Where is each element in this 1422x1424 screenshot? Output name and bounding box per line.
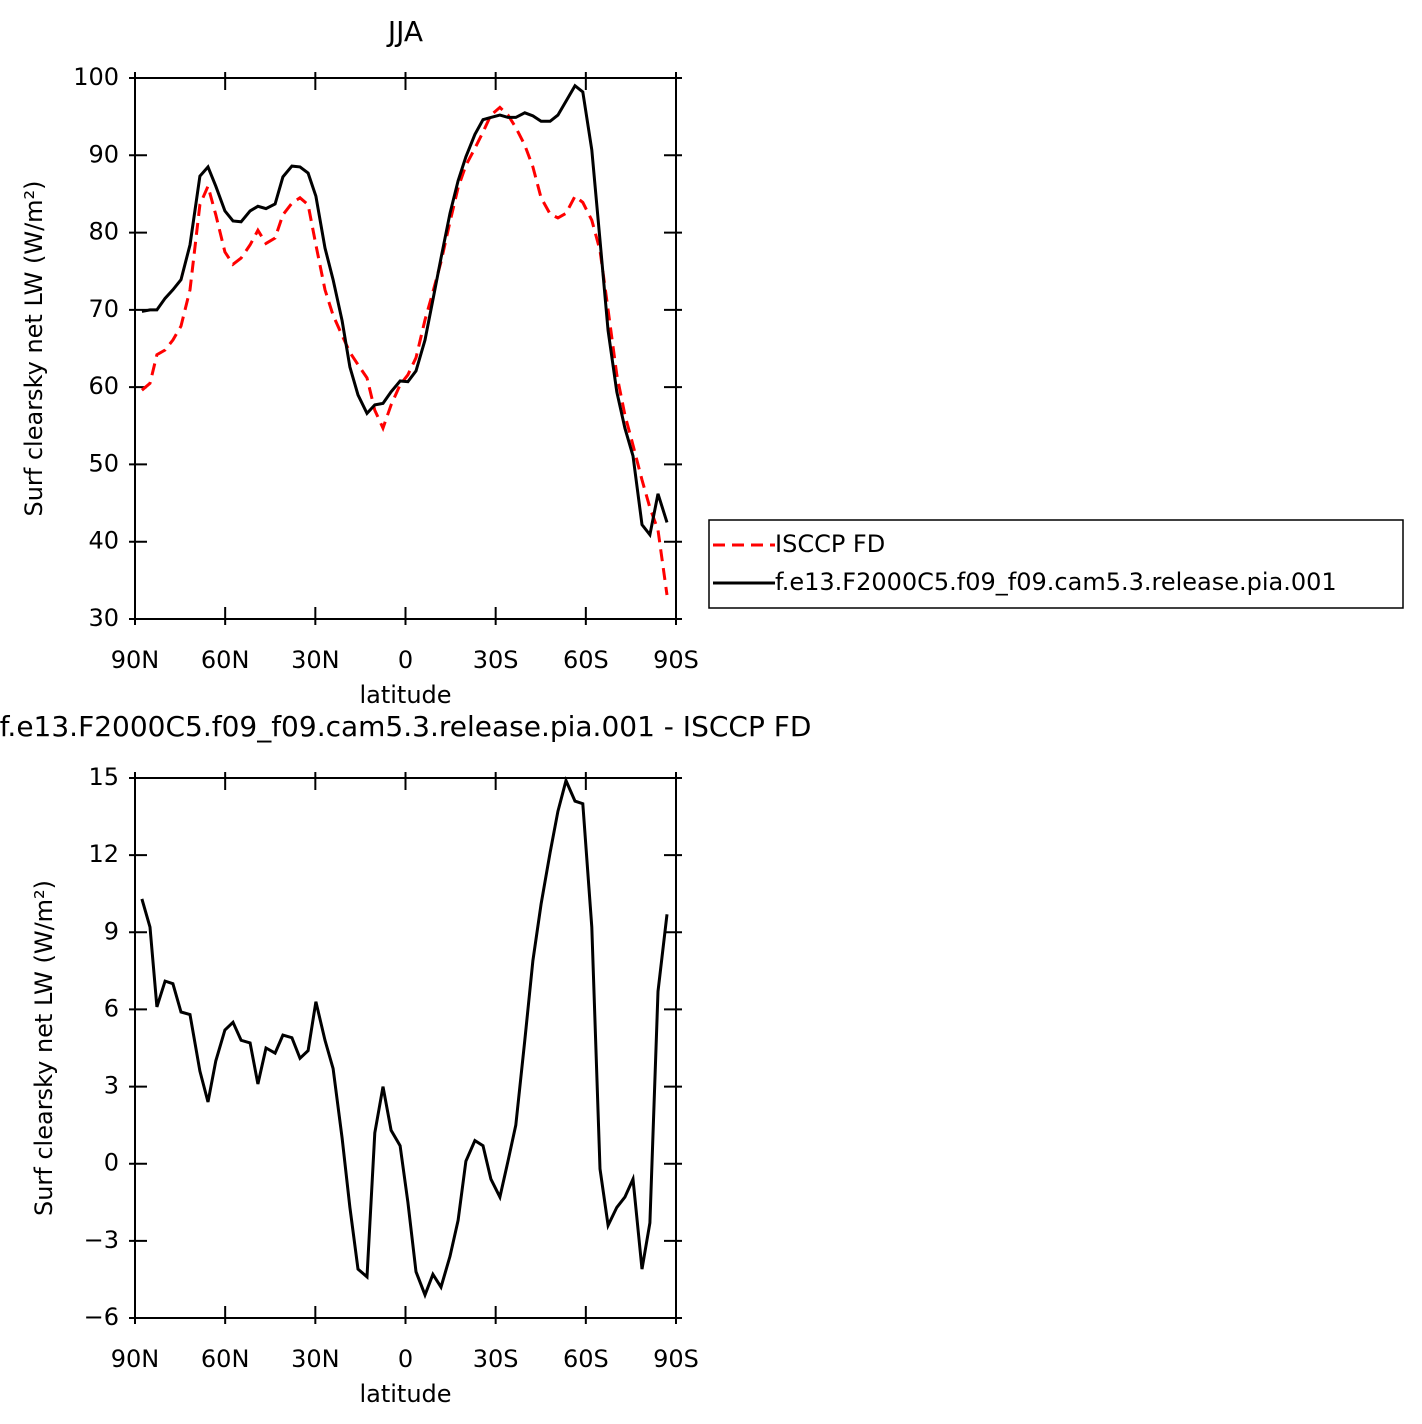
y-tick-label: 40 bbox=[88, 527, 119, 555]
legend-label: ISCCP FD bbox=[775, 530, 885, 558]
y-tick-label: 80 bbox=[88, 218, 119, 246]
x-tick-label: 30S bbox=[473, 646, 519, 674]
legend-box bbox=[708, 519, 1404, 609]
y-tick-label: 0 bbox=[104, 1149, 119, 1177]
y-tick-label: 30 bbox=[88, 604, 119, 632]
chart-title: JJA bbox=[386, 15, 423, 48]
x-tick-label: 90N bbox=[111, 1345, 160, 1373]
y-tick-label: 100 bbox=[73, 63, 119, 91]
x-tick-label: 60S bbox=[563, 1345, 609, 1373]
series-line bbox=[140, 776, 669, 1300]
y-tick-label: 9 bbox=[104, 917, 119, 945]
x-tick-label: 90S bbox=[653, 1345, 699, 1373]
y-tick-label: 6 bbox=[104, 994, 119, 1022]
x-tick-label: 30N bbox=[291, 646, 340, 674]
x-tick-label: 0 bbox=[398, 646, 413, 674]
plot-frame bbox=[134, 777, 677, 1319]
x-tick-label: 60N bbox=[201, 1345, 250, 1373]
y-tick-label: −6 bbox=[84, 1303, 119, 1331]
y-tick-label: 3 bbox=[104, 1072, 119, 1100]
y-tick-label: 60 bbox=[88, 372, 119, 400]
x-tick-label: 30S bbox=[473, 1345, 519, 1373]
y-axis-label: Surf clearsky net LW (W/m²) bbox=[20, 180, 48, 516]
x-tick-label: 0 bbox=[398, 1345, 413, 1373]
x-tick-label: 60N bbox=[201, 646, 250, 674]
y-tick-label: −3 bbox=[84, 1226, 119, 1254]
plot-frame bbox=[134, 77, 677, 620]
series-line bbox=[141, 83, 669, 539]
x-tick-label: 30N bbox=[291, 1345, 340, 1373]
y-axis-label: Surf clearsky net LW (W/m²) bbox=[30, 880, 58, 1216]
x-tick-label: 90S bbox=[653, 646, 699, 674]
x-tick-label: 90N bbox=[111, 646, 160, 674]
series-line bbox=[140, 105, 669, 596]
legend-label: f.e13.F2000C5.f09_f09.cam5.3.release.pia… bbox=[775, 568, 1337, 596]
x-tick-label: 60S bbox=[563, 646, 609, 674]
y-tick-label: 50 bbox=[88, 449, 119, 477]
y-tick-label: 70 bbox=[88, 295, 119, 323]
x-axis-label: latitude bbox=[359, 681, 451, 709]
y-tick-label: 90 bbox=[88, 140, 119, 168]
x-axis-label: latitude bbox=[359, 1380, 451, 1408]
y-tick-label: 12 bbox=[88, 840, 119, 868]
chart-title: f.e13.F2000C5.f09_f09.cam5.3.release.pia… bbox=[0, 710, 811, 743]
y-tick-label: 15 bbox=[88, 763, 119, 791]
